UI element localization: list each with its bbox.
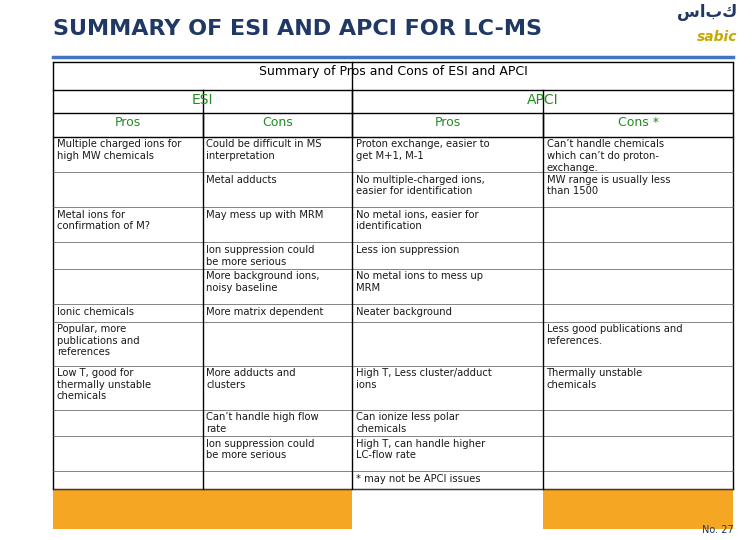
Text: Ionic chemicals: Ionic chemicals bbox=[57, 307, 134, 316]
Text: sabic: sabic bbox=[696, 30, 737, 44]
Text: Can’t handle high flow
rate: Can’t handle high flow rate bbox=[206, 412, 319, 434]
Text: May mess up with MRM: May mess up with MRM bbox=[206, 210, 324, 220]
Text: Ion suppression could
be more serious: Ion suppression could be more serious bbox=[206, 438, 315, 460]
Text: Pros: Pros bbox=[115, 116, 141, 129]
Text: More background ions,
noisy baseline: More background ions, noisy baseline bbox=[206, 272, 320, 293]
Text: High T, Less cluster/adduct
ions: High T, Less cluster/adduct ions bbox=[356, 368, 492, 390]
Text: Metal adducts: Metal adducts bbox=[206, 174, 277, 185]
Text: Could be difficult in MS
interpretation: Could be difficult in MS interpretation bbox=[206, 139, 322, 161]
Text: Can’t handle chemicals
which can’t do proton-
exchange.: Can’t handle chemicals which can’t do pr… bbox=[547, 139, 664, 173]
Text: More adducts and
clusters: More adducts and clusters bbox=[206, 368, 296, 390]
Text: Can ionize less polar
chemicals: Can ionize less polar chemicals bbox=[356, 412, 459, 434]
Text: MW range is usually less
than 1500: MW range is usually less than 1500 bbox=[547, 174, 670, 196]
Text: High T, can handle higher
LC-flow rate: High T, can handle higher LC-flow rate bbox=[356, 438, 485, 460]
Text: Metal ions for
confirmation of M?: Metal ions for confirmation of M? bbox=[57, 210, 150, 232]
Text: Cons: Cons bbox=[262, 116, 293, 129]
Text: No. 27: No. 27 bbox=[702, 524, 733, 535]
Text: Neater background: Neater background bbox=[356, 307, 452, 316]
Bar bbox=[543, 489, 733, 529]
Text: Ion suppression could
be more serious: Ion suppression could be more serious bbox=[206, 245, 315, 267]
Text: No metal ions, easier for
identification: No metal ions, easier for identification bbox=[356, 210, 479, 232]
Text: Pros: Pros bbox=[435, 116, 460, 129]
Text: No metal ions to mess up
MRM: No metal ions to mess up MRM bbox=[356, 272, 483, 293]
Bar bbox=[53, 489, 352, 529]
Text: Popular, more
publications and
references: Popular, more publications and reference… bbox=[57, 324, 139, 357]
Text: APCI: APCI bbox=[527, 92, 559, 106]
Text: سابك: سابك bbox=[677, 3, 737, 21]
Text: Less good publications and
references.: Less good publications and references. bbox=[547, 324, 682, 346]
Text: More matrix dependent: More matrix dependent bbox=[206, 307, 324, 316]
Text: Low T, good for
thermally unstable
chemicals: Low T, good for thermally unstable chemi… bbox=[57, 368, 151, 401]
Text: Cons *: Cons * bbox=[618, 116, 658, 129]
Text: Multiple charged ions for
high MW chemicals: Multiple charged ions for high MW chemic… bbox=[57, 139, 181, 161]
Text: No multiple-charged ions,
easier for identification: No multiple-charged ions, easier for ide… bbox=[356, 174, 485, 196]
Text: * may not be APCI issues: * may not be APCI issues bbox=[356, 474, 481, 484]
Text: Proton exchange, easier to
get M+1, M-1: Proton exchange, easier to get M+1, M-1 bbox=[356, 139, 490, 161]
Text: Less ion suppression: Less ion suppression bbox=[356, 245, 460, 255]
Text: Thermally unstable
chemicals: Thermally unstable chemicals bbox=[547, 368, 643, 390]
Text: Summary of Pros and Cons of ESI and APCI: Summary of Pros and Cons of ESI and APCI bbox=[259, 65, 528, 78]
Text: ESI: ESI bbox=[192, 92, 213, 106]
Text: SUMMARY OF ESI AND APCI FOR LC-MS: SUMMARY OF ESI AND APCI FOR LC-MS bbox=[53, 19, 542, 39]
